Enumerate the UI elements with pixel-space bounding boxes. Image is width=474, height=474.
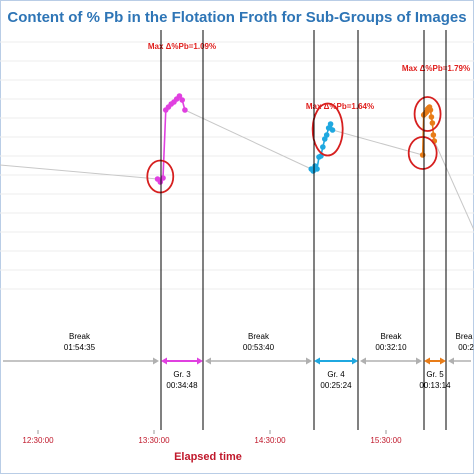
- data-point: [157, 179, 164, 185]
- max-delta-annotation: Max Δ%Pb=1.09%: [148, 42, 216, 51]
- interval-label: Break: [248, 332, 270, 341]
- highlight-ellipse: [413, 96, 442, 132]
- max-delta-annotation: Max Δ%Pb=1.64%: [306, 102, 374, 111]
- interval-label: Gr. 5: [426, 370, 444, 379]
- gap-connector: [332, 129, 423, 156]
- interval-duration: 00:34:48: [166, 381, 198, 390]
- x-tick-label: 13:30:00: [138, 436, 170, 445]
- x-tick-label: 15:30:00: [370, 436, 402, 445]
- interval-label: Break: [381, 332, 403, 341]
- data-point: [323, 132, 330, 138]
- data-point: [327, 121, 334, 127]
- interval-label: Gr. 4: [327, 370, 345, 379]
- arrow-head-right: [153, 357, 159, 365]
- highlight-ellipse: [407, 136, 438, 170]
- x-tick-label: 14:30:00: [254, 436, 286, 445]
- data-point: [419, 152, 426, 158]
- gap-connector: [0, 164, 158, 180]
- interval-label: Break: [69, 332, 91, 341]
- chart-title: Content of % Pb in the Flotation Froth f…: [7, 9, 467, 26]
- arrow-head-right: [306, 357, 312, 365]
- interval-duration: 00:2: [458, 343, 474, 352]
- data-point: [428, 114, 435, 120]
- x-tick-label: 12:30:00: [22, 436, 54, 445]
- data-point: [176, 93, 183, 99]
- gap-connector: [433, 140, 474, 231]
- highlight-ellipse: [146, 159, 175, 194]
- interval-duration: 01:54:35: [64, 343, 96, 352]
- interval-label: Brea: [456, 332, 473, 341]
- highlight-ellipse: [311, 102, 344, 157]
- data-point: [429, 120, 436, 126]
- data-point: [160, 175, 166, 181]
- arrow-head-left: [161, 357, 167, 365]
- data-point: [329, 127, 336, 133]
- interval-duration: 00:13:14: [419, 381, 451, 390]
- interval-duration: 00:53:40: [243, 343, 275, 352]
- interval-label: Gr. 3: [173, 370, 191, 379]
- interval-duration: 00:25:24: [320, 381, 352, 390]
- arrow-head-left: [448, 357, 454, 365]
- arrow-head-right: [440, 357, 446, 365]
- arrow-head-right: [352, 357, 358, 365]
- arrow-head-left: [205, 357, 211, 365]
- max-delta-annotation: Max Δ%Pb=1.79%: [402, 64, 470, 73]
- gap-connector: [184, 109, 312, 170]
- data-point: [179, 97, 185, 103]
- arrow-head-left: [360, 357, 366, 365]
- data-point: [182, 107, 188, 113]
- interval-duration: 00:32:10: [375, 343, 407, 352]
- data-point: [427, 107, 434, 113]
- data-point: [314, 166, 320, 172]
- data-point: [430, 132, 437, 138]
- arrow-head-left: [424, 357, 430, 365]
- data-point: [320, 144, 326, 150]
- arrow-head-right: [197, 357, 203, 365]
- arrow-head-right: [416, 357, 422, 365]
- x-axis-label: Elapsed time: [174, 451, 242, 463]
- arrow-head-left: [314, 357, 320, 365]
